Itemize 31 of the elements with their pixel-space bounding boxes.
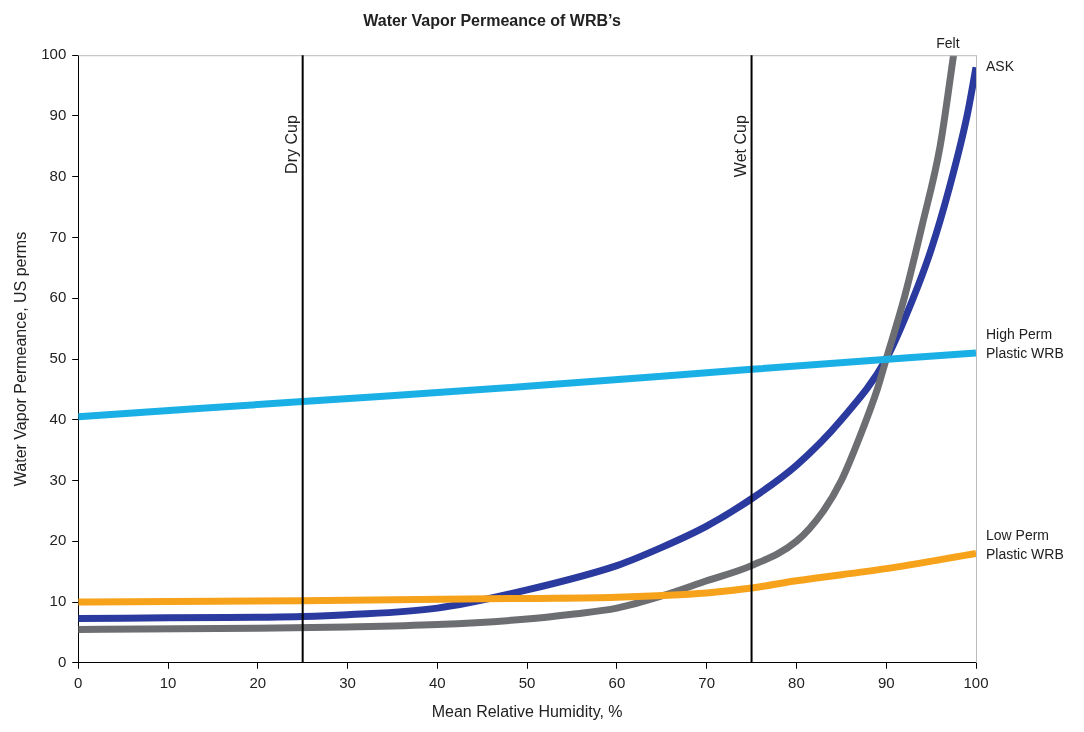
y-tick-label: 0 <box>57 652 67 670</box>
y-tick-label: 100 <box>41 45 67 63</box>
ref-line-label: Dry Cup <box>283 115 301 174</box>
chart-title: Water Vapor Permeance of WRB’s <box>363 12 621 30</box>
y-tick-label: 10 <box>49 592 67 610</box>
y-tick-label: 80 <box>49 166 67 184</box>
y-tick-label: 50 <box>49 349 67 367</box>
y-axis-title: Water Vapor Permeance, US perms <box>12 231 30 487</box>
series-label: ASK <box>986 58 1015 75</box>
series-label: Low Perm Plastic WRB <box>986 526 1064 562</box>
x-tick-label: 40 <box>428 673 446 691</box>
ref-line-label: Wet Cup <box>731 115 749 178</box>
series-label: Felt <box>936 35 960 52</box>
x-tick-label: 20 <box>249 673 267 691</box>
y-tick-label: 40 <box>49 409 67 427</box>
x-tick-label: 100 <box>963 673 989 691</box>
x-tick-label: 80 <box>788 673 805 691</box>
y-tick-label: 60 <box>49 288 67 306</box>
x-tick-label: 70 <box>698 673 716 691</box>
x-tick-label: 60 <box>608 673 626 691</box>
x-tick-label: 90 <box>877 673 895 691</box>
x-tick-label: 0 <box>74 673 83 691</box>
y-tick-label: 90 <box>49 106 67 124</box>
x-axis-title: Mean Relative Humidity, % <box>431 702 623 720</box>
x-tick-label: 10 <box>159 673 177 691</box>
x-tick-label: 30 <box>339 673 356 691</box>
y-tick-label: 20 <box>49 531 67 549</box>
x-tick-label: 50 <box>518 673 536 691</box>
series-label: High Perm Plastic WRB <box>986 326 1064 362</box>
y-tick-label: 30 <box>49 470 67 488</box>
y-tick-label: 70 <box>49 227 67 245</box>
